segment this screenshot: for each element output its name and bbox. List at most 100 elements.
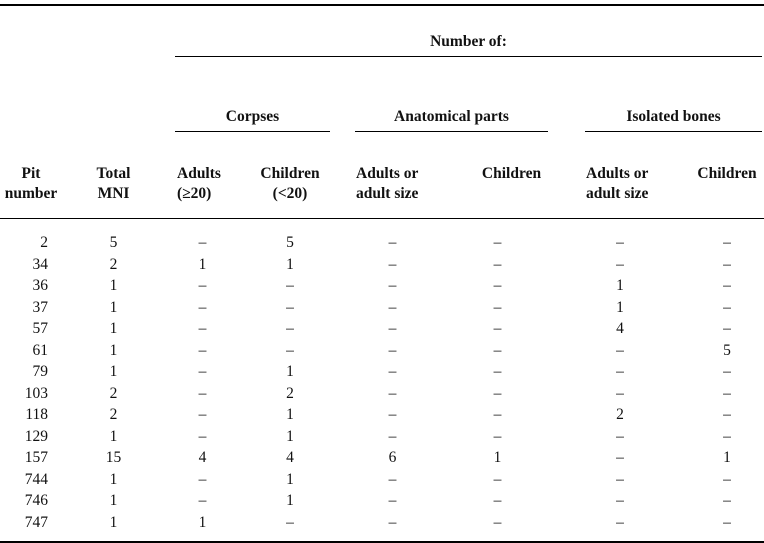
cell: – <box>723 277 731 294</box>
cell: 5 <box>286 234 294 251</box>
group-label-corpses: Corpses <box>175 107 330 132</box>
cell: 1 <box>109 298 118 316</box>
cell: – <box>723 470 731 488</box>
cell: 2 <box>616 406 624 423</box>
cell: – <box>493 492 502 509</box>
table-row: 34 2 1 1 – – – – <box>0 254 764 276</box>
cell: – <box>388 513 397 531</box>
cell: 1 <box>198 255 207 273</box>
table-row: 129 1 – 1 – – – – <box>0 426 764 448</box>
cell: – <box>723 513 731 531</box>
cell: – <box>493 513 502 531</box>
col-header-pit-number: Pit number <box>0 152 62 219</box>
cell: 1 <box>109 427 118 445</box>
cell: 1 <box>286 255 294 273</box>
cell: – <box>286 277 294 294</box>
cell: – <box>388 384 397 402</box>
table-row: 79 1 – 1 – – – – <box>0 362 764 384</box>
table-row: 36 1 – – – – 1 – <box>0 276 764 298</box>
cell: 1 <box>723 449 731 466</box>
cell: – <box>198 341 207 359</box>
header-row: Pit number Total MNI Adults (≥20) Childr… <box>0 152 764 219</box>
cell: – <box>388 234 397 251</box>
cell: 1 <box>286 492 294 509</box>
group-label-isolated-bones: Isolated bones <box>585 107 762 132</box>
cell: – <box>723 234 731 251</box>
cell: 1 <box>198 513 207 531</box>
table-row: 37 1 – – – – 1 – <box>0 297 764 319</box>
cell: 103 <box>24 384 48 402</box>
col-header-isolated-children: Children <box>690 152 764 219</box>
cell: – <box>616 255 624 273</box>
cell: – <box>723 384 731 402</box>
cell: – <box>616 341 624 359</box>
group-cell-corpses: Corpses <box>165 77 340 152</box>
cell: – <box>493 384 502 402</box>
blank-cell <box>0 77 165 152</box>
cell: 1 <box>286 363 294 380</box>
cell: 2 <box>40 234 48 251</box>
cell: – <box>723 255 731 273</box>
cell: – <box>198 427 207 445</box>
cell: 5 <box>109 234 118 251</box>
cell: – <box>493 427 502 445</box>
cell: – <box>388 320 397 337</box>
cell: 744 <box>24 470 48 488</box>
cell: 746 <box>24 492 48 509</box>
table-row: 2 5 – 5 – – – – <box>0 219 764 255</box>
cell: 1 <box>109 363 118 380</box>
cell: 157 <box>24 449 48 466</box>
cell: 79 <box>32 363 49 380</box>
col-header-anatomical-children: Children <box>445 152 550 219</box>
spanner-row: Number of: <box>0 5 764 77</box>
cell: – <box>493 255 502 273</box>
cell: – <box>723 427 731 445</box>
cell: 1 <box>616 277 624 294</box>
cell: 37 <box>32 298 49 316</box>
cell: 1 <box>286 470 294 488</box>
group-row: Corpses Anatomical parts Isolated bones <box>0 77 764 152</box>
cell: – <box>493 234 502 251</box>
cell: – <box>198 470 207 488</box>
cell: – <box>388 298 397 316</box>
cell: – <box>616 513 624 531</box>
cell: – <box>493 363 502 380</box>
cell: – <box>616 470 624 488</box>
cell: 1 <box>109 513 118 531</box>
cell: – <box>616 492 624 509</box>
cell: 57 <box>32 320 49 337</box>
cell: 61 <box>32 341 49 359</box>
spanner-cell: Number of: <box>165 5 764 77</box>
cell: – <box>723 492 731 509</box>
table-row: 57 1 – – – – 4 – <box>0 319 764 341</box>
col-header-corpses-adults: Adults (≥20) <box>165 152 240 219</box>
cell: – <box>493 320 502 337</box>
cell: – <box>616 234 624 251</box>
blank-cell <box>0 5 165 77</box>
cell: – <box>286 341 294 359</box>
cell: 1 <box>493 449 502 466</box>
cell: – <box>286 513 294 531</box>
cell: 34 <box>32 255 49 273</box>
cell: – <box>198 492 207 509</box>
cell: 1 <box>109 492 118 509</box>
cell: – <box>493 341 502 359</box>
group-cell-anatomical-parts: Anatomical parts <box>340 77 550 152</box>
cell: 2 <box>286 384 294 402</box>
cell: 15 <box>105 449 122 466</box>
cell: – <box>723 363 731 380</box>
table-row: 746 1 – 1 – – – – <box>0 491 764 513</box>
cell: – <box>723 406 731 423</box>
col-header-total-mni: Total MNI <box>62 152 165 219</box>
cell: – <box>388 341 397 359</box>
cell: 1 <box>286 406 294 423</box>
cell: – <box>198 277 207 294</box>
cell: 1 <box>616 298 624 316</box>
cell: – <box>286 320 294 337</box>
cell: 1 <box>109 277 118 294</box>
table-header: Number of: Corpses Anatomical parts Isol… <box>0 5 764 219</box>
group-cell-isolated-bones: Isolated bones <box>550 77 764 152</box>
cell: – <box>493 406 502 423</box>
col-header-corpses-children: Children (<20) <box>240 152 340 219</box>
col-header-isolated-adults: Adults or adult size <box>550 152 690 219</box>
